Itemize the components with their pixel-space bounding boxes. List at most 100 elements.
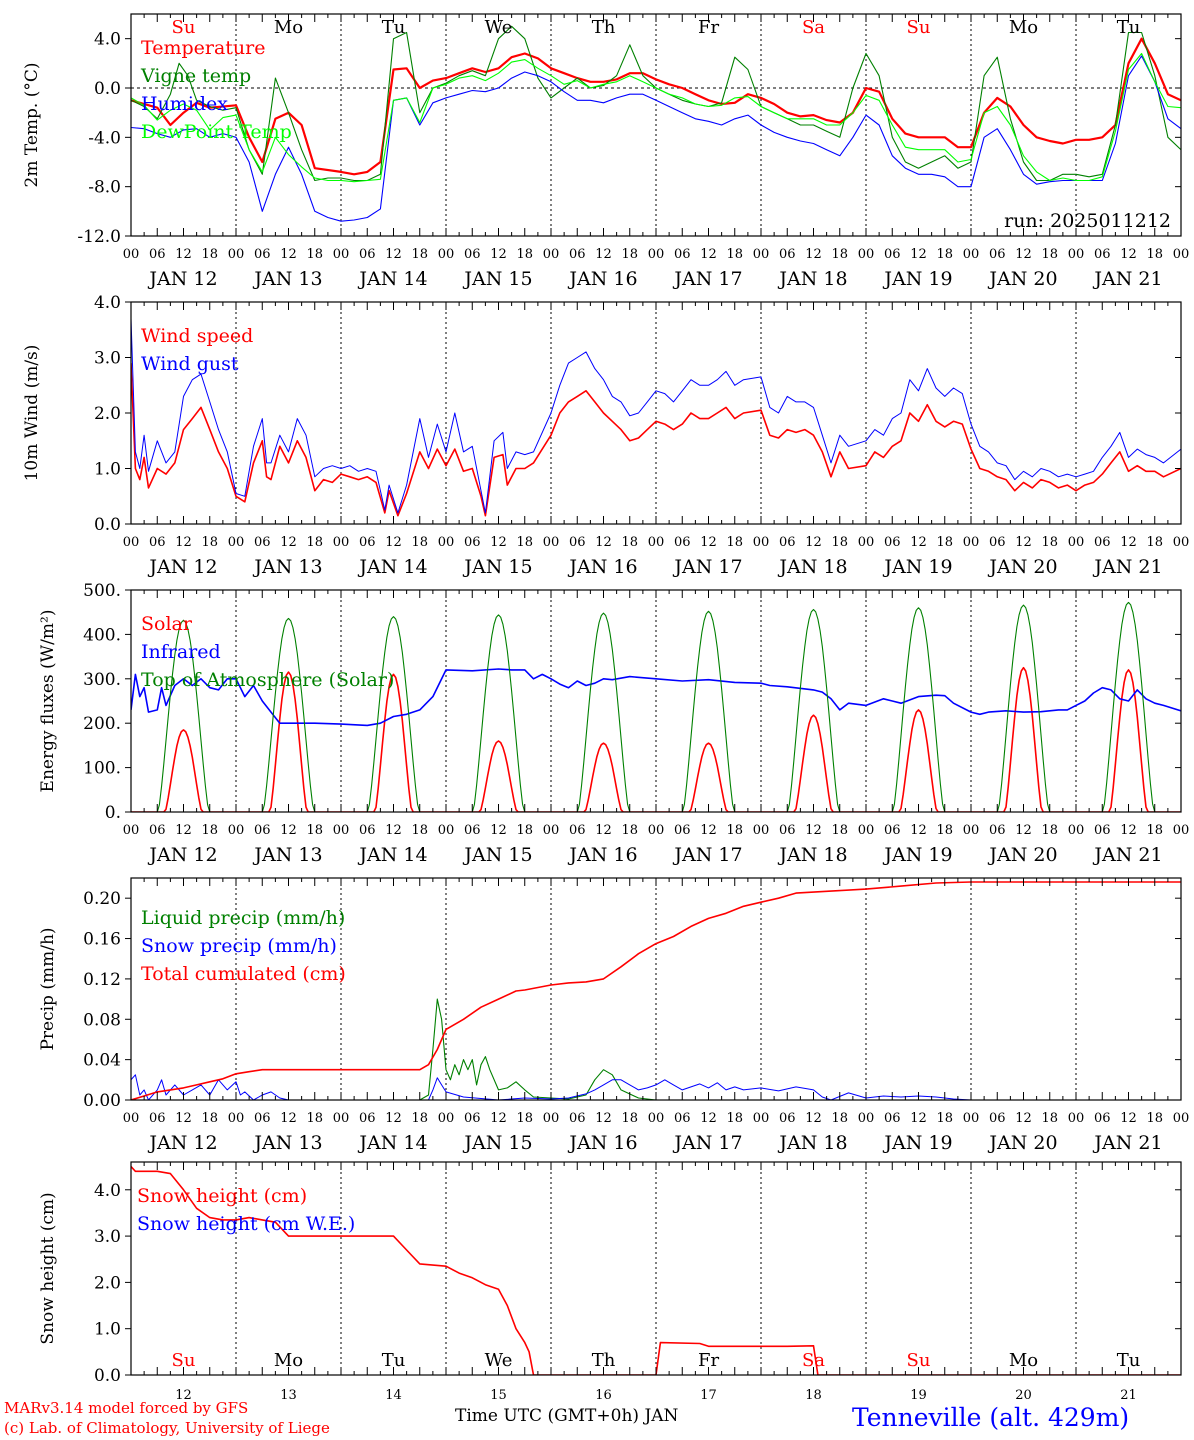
date-label: JAN 13 xyxy=(252,268,322,290)
hour-tick-label: 18 xyxy=(201,1111,218,1126)
day-of-week-label: Tu xyxy=(382,1350,406,1371)
series-line-liquid-precip-mm-h xyxy=(131,998,1181,1100)
hour-tick-label: 00 xyxy=(858,247,875,262)
hour-tick-label: 12 xyxy=(700,247,717,262)
hour-tick-label: 12 xyxy=(1015,247,1032,262)
hour-tick-label: 12 xyxy=(385,823,402,838)
y-tick-label: 4.0 xyxy=(94,1181,121,1201)
date-label: JAN 15 xyxy=(462,268,532,290)
series-line-snow-precip-mm-h xyxy=(131,1074,1181,1100)
date-label: JAN 17 xyxy=(672,268,742,290)
hour-tick-label: 12 xyxy=(805,1111,822,1126)
hour-tick-label: 06 xyxy=(779,823,796,838)
series-line-snow-height-cm xyxy=(131,1166,1181,1375)
hour-tick-label: 18 xyxy=(306,535,323,550)
hour-tick-label: 12 xyxy=(595,1111,612,1126)
hour-tick-label: 06 xyxy=(569,1111,586,1126)
y-tick-label: -12.0 xyxy=(77,227,121,247)
series-line-dewpoint-temp xyxy=(131,52,1181,183)
date-label: JAN 14 xyxy=(357,556,427,578)
legend-entry: Top of Atmosphere (Solar) xyxy=(141,669,394,691)
hour-tick-label: 12 xyxy=(595,247,612,262)
hour-tick-label: 00 xyxy=(858,823,875,838)
hour-tick-label: 06 xyxy=(359,247,376,262)
day-of-week-label: Mo xyxy=(1009,17,1038,38)
day-of-week-label: Tu xyxy=(382,17,406,38)
hour-tick-label: 18 xyxy=(1146,247,1163,262)
date-label: JAN 20 xyxy=(987,556,1057,578)
date-label: JAN 17 xyxy=(672,556,742,578)
hour-tick-label: 18 xyxy=(726,1111,743,1126)
hour-tick-label: 12 xyxy=(910,823,927,838)
hour-tick-label: 12 xyxy=(1015,1111,1032,1126)
hour-tick-label: 06 xyxy=(254,247,271,262)
hour-tick-label: 12 xyxy=(1120,247,1137,262)
hour-tick-label: 06 xyxy=(149,1111,166,1126)
hour-tick-label: 18 xyxy=(201,823,218,838)
hour-tick-label: 18 xyxy=(306,823,323,838)
hour-tick-label: 00 xyxy=(963,535,980,550)
hour-tick-label: 00 xyxy=(753,1111,770,1126)
hour-tick-label: 18 xyxy=(1041,247,1058,262)
hour-tick-label: 06 xyxy=(989,535,1006,550)
hour-tick-label: 06 xyxy=(359,535,376,550)
hour-tick-label: 00 xyxy=(648,247,665,262)
hour-tick-label: 00 xyxy=(1173,823,1190,838)
hour-tick-label: 06 xyxy=(779,1111,796,1126)
date-label: JAN 21 xyxy=(1092,1132,1162,1154)
hour-tick-label: 00 xyxy=(123,247,140,262)
date-label: JAN 13 xyxy=(252,1132,322,1154)
hour-tick-label: 06 xyxy=(674,823,691,838)
hour-tick-label: 12 xyxy=(910,247,927,262)
hour-tick-label: 06 xyxy=(674,247,691,262)
hour-tick-label: 12 xyxy=(805,823,822,838)
hour-tick-label: 00 xyxy=(438,823,455,838)
hour-tick-label: 18 xyxy=(936,247,953,262)
hour-tick-label: 12 xyxy=(700,1111,717,1126)
day-number-label: 21 xyxy=(1120,1388,1137,1403)
day-number-label: 18 xyxy=(805,1388,822,1403)
hour-tick-label: 00 xyxy=(543,535,560,550)
hour-tick-label: 12 xyxy=(805,535,822,550)
hour-tick-label: 06 xyxy=(989,247,1006,262)
hour-tick-label: 06 xyxy=(359,1111,376,1126)
date-label: JAN 16 xyxy=(567,268,637,290)
hour-tick-label: 18 xyxy=(831,247,848,262)
series-group xyxy=(131,601,1181,812)
hour-tick-label: 18 xyxy=(621,535,638,550)
hour-tick-label: 06 xyxy=(884,247,901,262)
hour-tick-label: 18 xyxy=(726,247,743,262)
y-tick-label: 0.08 xyxy=(83,1010,121,1030)
hour-tick-label: 06 xyxy=(149,823,166,838)
hour-tick-label: 00 xyxy=(123,1111,140,1126)
hour-tick-label: 00 xyxy=(648,1111,665,1126)
hour-tick-label: 00 xyxy=(543,823,560,838)
hour-tick-label: 18 xyxy=(411,823,428,838)
series-line-wind-gust xyxy=(131,318,1181,514)
hour-tick-label: 00 xyxy=(1173,1111,1190,1126)
hour-tick-label: 12 xyxy=(280,823,297,838)
date-label: JAN 15 xyxy=(462,1132,532,1154)
y-tick-label: 0.20 xyxy=(83,889,121,909)
legend-entry: Vigne temp xyxy=(140,65,251,87)
hour-tick-label: 06 xyxy=(569,535,586,550)
hour-tick-label: 12 xyxy=(1120,1111,1137,1126)
hour-tick-label: 06 xyxy=(149,535,166,550)
day-of-week-label: Sa xyxy=(802,1350,825,1371)
hour-tick-label: 18 xyxy=(306,1111,323,1126)
hour-tick-label: 12 xyxy=(385,1111,402,1126)
hour-tick-label: 00 xyxy=(1173,247,1190,262)
hour-tick-label: 00 xyxy=(648,823,665,838)
date-label: JAN 16 xyxy=(567,1132,637,1154)
y-tick-label: 2.0 xyxy=(94,1273,121,1293)
hour-tick-label: 12 xyxy=(595,535,612,550)
date-label: JAN 12 xyxy=(147,268,217,290)
day-of-week-label: Su xyxy=(172,1350,196,1371)
hour-tick-label: 18 xyxy=(411,1111,428,1126)
y-tick-label: 3.0 xyxy=(94,349,121,369)
y-tick-label: -4.0 xyxy=(88,128,121,148)
legend-entry: Wind gust xyxy=(141,353,239,375)
y-tick-label: 0.0 xyxy=(94,1366,121,1386)
chart-panel-1: 4.0 0.0 -4.0 -8.0 -12.0 2m Temp. (°C) 00 06 12 18… xyxy=(22,13,1190,290)
